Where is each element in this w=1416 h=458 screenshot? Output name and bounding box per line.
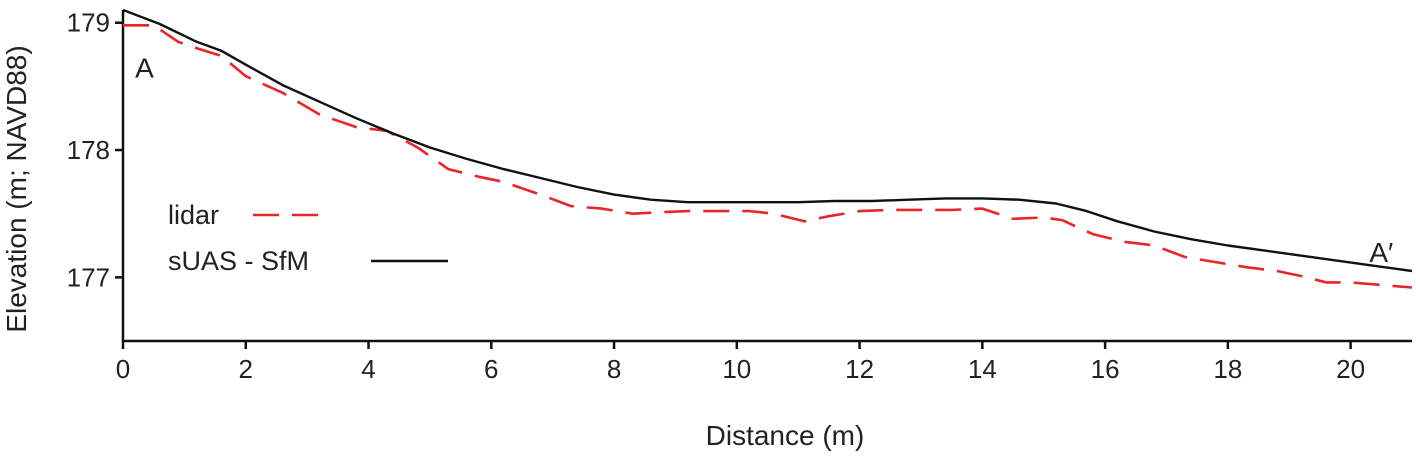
x-tick-label: 10 xyxy=(722,354,751,384)
series-line-lidar xyxy=(123,23,1413,289)
x-tick-label: 8 xyxy=(607,354,621,384)
x-axis-title: Distance (m) xyxy=(706,420,865,451)
legend-label-lidar: lidar xyxy=(168,200,219,230)
x-tick-label: 16 xyxy=(1091,354,1120,384)
x-tick-label: 6 xyxy=(484,354,498,384)
x-tick-label: 20 xyxy=(1336,354,1365,384)
x-tick-label: 2 xyxy=(239,354,253,384)
series-layer xyxy=(122,8,1413,289)
x-ticks: 0 2 4 6 8 10 12 14 16 18 20 xyxy=(116,341,1365,384)
legend-label-suas-sfm: sUAS - SfM xyxy=(168,246,309,276)
x-tick-label: 18 xyxy=(1213,354,1242,384)
x-tick-label: 4 xyxy=(361,354,375,384)
y-ticks: 177 178 179 xyxy=(67,8,123,292)
y-tick-label: 178 xyxy=(67,135,110,165)
x-tick-label: 14 xyxy=(968,354,997,384)
y-tick-label: 179 xyxy=(67,8,110,38)
x-tick-label: 0 xyxy=(116,354,130,384)
annotation-a: A xyxy=(135,52,154,83)
annotation-a-prime: A′ xyxy=(1369,237,1393,268)
x-tick-label: 12 xyxy=(845,354,874,384)
y-tick-label: 177 xyxy=(67,262,110,292)
axes xyxy=(121,10,1412,343)
series-line-suas-sfm xyxy=(122,8,1413,273)
legend: lidar sUAS - SfM xyxy=(168,200,448,276)
y-axis-title: Elevation (m; NAVD88) xyxy=(1,45,32,332)
annotations: A A′ xyxy=(135,52,1393,268)
